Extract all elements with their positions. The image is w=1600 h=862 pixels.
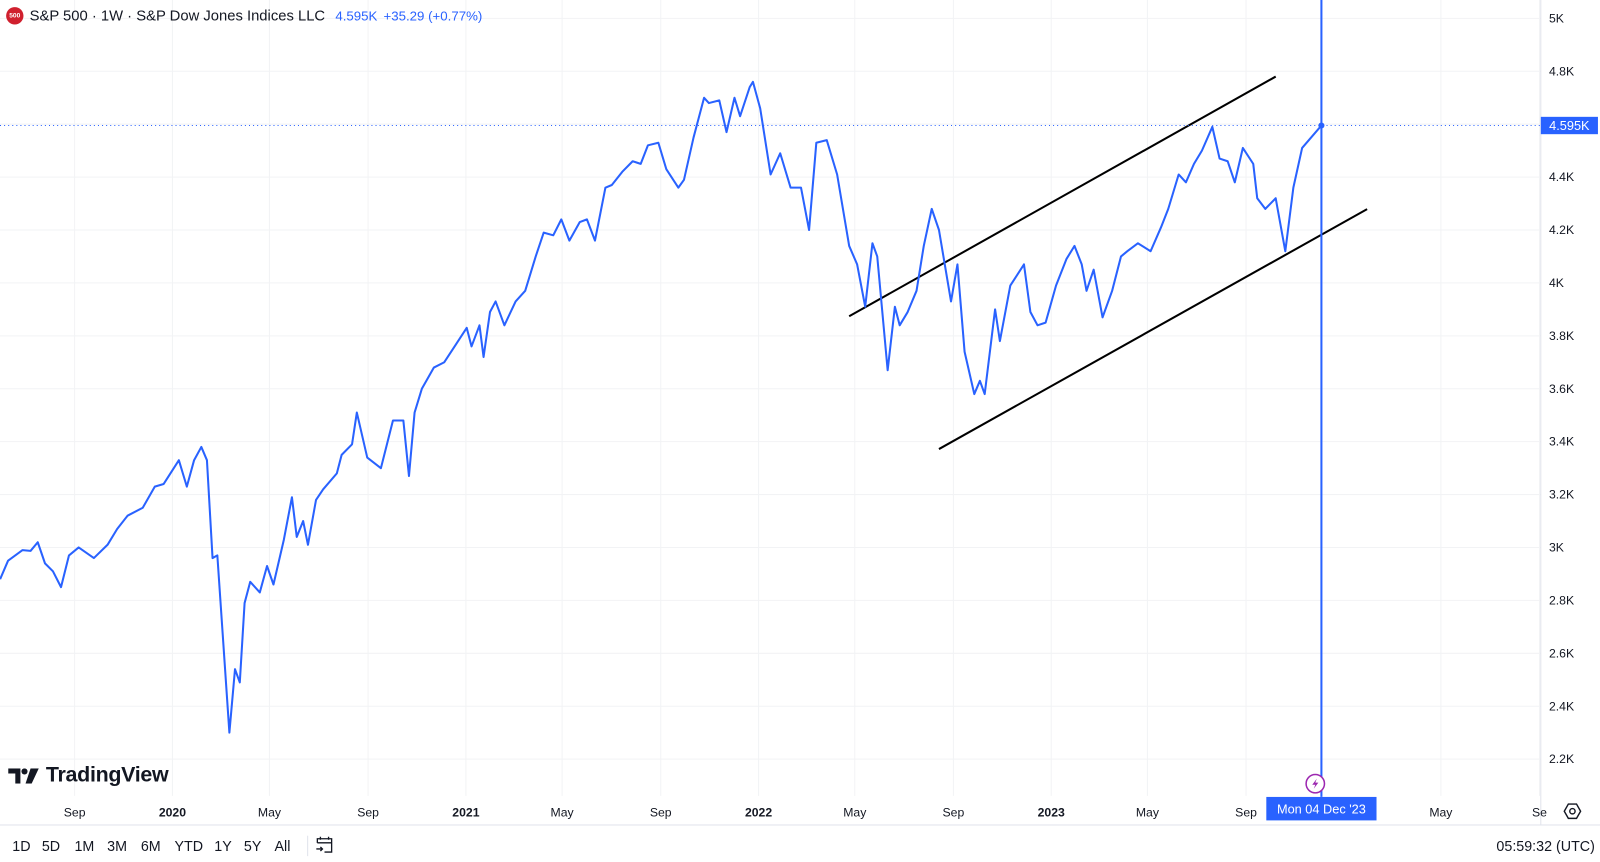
y-tick-label: 4.2K [1549,223,1575,237]
price-chart[interactable]: 5K 4.8K 4.4K 4.2K 4K 3.8K 3.6K 3.4K 3.2K 3K 2.8K 2.… [0,0,1600,825]
crosshair-date-text: Mon 04 Dec '23 [1277,801,1366,816]
x-tick-label: May [843,805,867,819]
timeframe-1y[interactable]: 1Y [214,837,232,855]
y-tick-label: 3.4K [1549,435,1575,449]
last-value: 4.595K [335,8,378,24]
bottom-toolbar: 1D 5D 1M 3M 6M YTD 1Y 5Y All 05:59:32 (U… [0,824,1600,862]
x-tick-label: Se [1532,805,1547,819]
x-tick-label: May [551,805,575,819]
crosshair-date-label: Mon 04 Dec '23 [1266,796,1377,821]
y-tick-label: 4.8K [1549,64,1575,78]
x-tick-label: 2020 [159,805,186,819]
toolbar-divider [307,835,309,857]
trendline [848,75,1277,318]
timeframe-all[interactable]: All [274,837,291,855]
grid [0,0,1541,796]
y-tick-label: 2.8K [1549,593,1575,607]
x-tick-label: May [1136,805,1160,819]
timeframe-5d[interactable]: 5D [41,837,61,855]
timeframe-5y[interactable]: 5Y [243,837,262,855]
x-tick-label: Sep [357,805,379,819]
x-tick-label: 2023 [1038,805,1065,819]
price-label-text: 4.595K [1549,118,1590,133]
trendline [938,208,1368,450]
x-tick-label: Sep [943,805,965,819]
y-tick-label: 3.2K [1549,488,1575,502]
symbol-title[interactable]: S&P 500 · 1W · S&P Dow Jones Indices LLC [29,7,326,24]
y-tick-label: 3.6K [1549,382,1575,396]
price-label: 4.595K [1540,116,1598,135]
x-tick-label: May [1429,805,1453,819]
x-tick-label: May [258,805,282,819]
series-line [0,80,1323,734]
timeframe-3m[interactable]: 3M [107,837,127,855]
price-axis: 5K 4.8K 4.4K 4.2K 4K 3.8K 3.6K 3.4K 3.2K 3K 2.8K 2.… [1549,11,1575,766]
x-tick-label: 2022 [745,805,772,819]
timeframe-6m[interactable]: 6M [140,837,161,855]
y-tick-label: 2.4K [1549,699,1575,713]
y-tick-label: 3K [1549,541,1565,555]
y-tick-label: 5K [1549,11,1565,25]
tradingview-wordmark: TradingView [45,763,169,787]
legend-header: 500 S&P 500 · 1W · S&P Dow Jones Indices… [6,7,483,25]
tradingview-watermark[interactable]: TradingView [8,763,169,787]
y-tick-label: 4K [1549,276,1565,290]
y-tick-label: 2.2K [1549,752,1575,766]
x-tick-label: Sep [650,805,672,819]
x-tick-label: Sep [1235,805,1257,819]
symbol-logo: 500 [6,7,24,25]
price-change: +35.29 (+0.77%) [383,8,483,24]
settings-icon[interactable] [1563,802,1582,820]
tradingview-logo-icon [8,767,39,784]
trendlines [848,75,1368,450]
timeframe-ytd[interactable]: YTD [174,837,204,855]
time-axis: Sep 2020 May Sep 2021 May Sep 2022 May Sep 2023 May… [64,805,1547,819]
calendar-arrow-icon[interactable] [314,835,334,855]
clock[interactable]: 05:59:32 (UTC) [1496,837,1595,855]
y-tick-label: 2.6K [1549,646,1575,660]
y-tick-label: 4.4K [1549,170,1575,184]
y-tick-label: 3.8K [1549,329,1575,343]
timeframe-1d[interactable]: 1D [12,837,31,855]
symbol-logo-text: 500 [9,12,21,20]
x-tick-label: 2021 [452,805,479,819]
event-marker-icon[interactable] [1305,773,1326,794]
timeframe-1m[interactable]: 1M [74,837,95,855]
x-tick-label: Sep [64,805,86,819]
